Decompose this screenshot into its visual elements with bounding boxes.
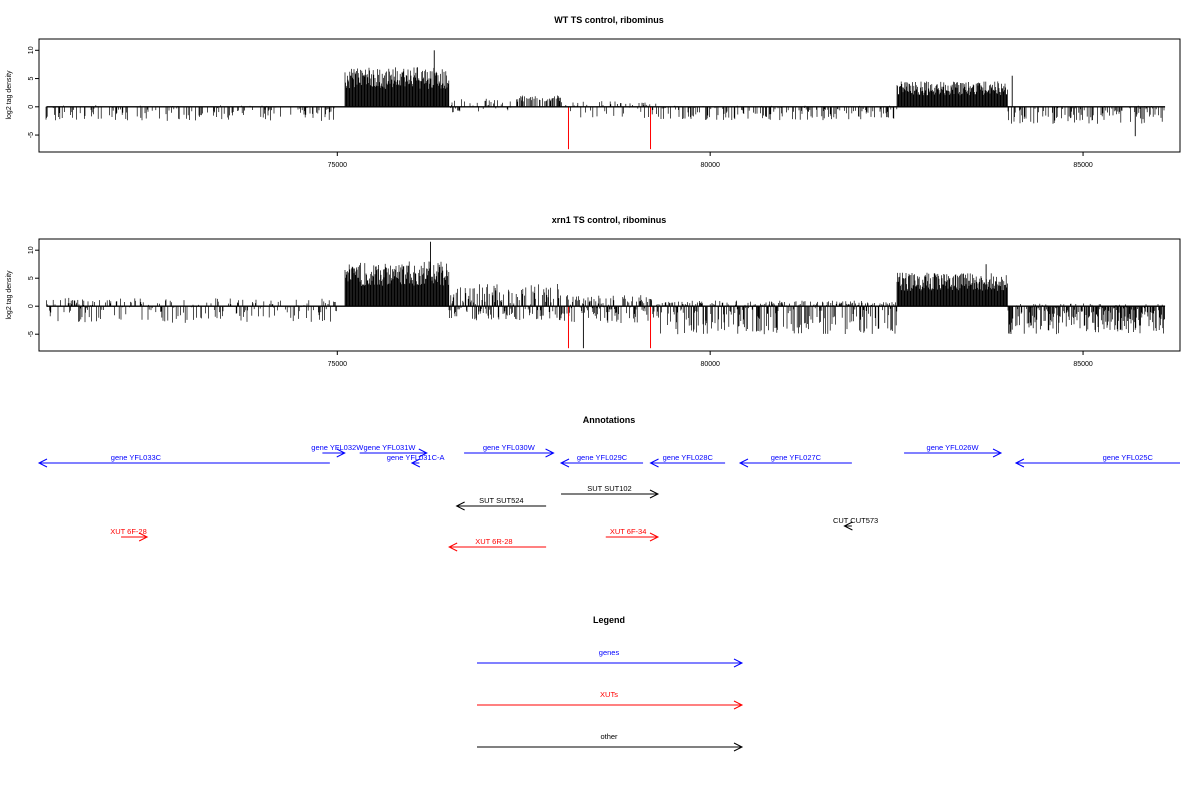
feature-label: gene YFL027C — [771, 453, 822, 462]
annotation-feature: gene YFL032W — [311, 443, 364, 458]
annotation-feature: gene YFL031W — [359, 443, 428, 458]
legend-item-xuts: XUTs — [477, 690, 744, 710]
feature-arrow-head — [649, 489, 660, 499]
wt-track-panel: WT TS control, ribominus log2 tag densit… — [6, 15, 1181, 169]
xrn1-x-axis: 75000 80000 85000 — [328, 351, 1093, 368]
annotation-feature: gene YFL033C — [37, 453, 330, 468]
wt-y-axis-label: log2 tag density — [6, 70, 13, 120]
wt-y-tick-label: -5 — [28, 132, 35, 138]
feature-arrow-head — [138, 532, 149, 542]
feature-arrow-head — [738, 458, 749, 468]
feature-arrow-head — [649, 532, 660, 542]
annotation-feature: SUT SUT524 — [455, 496, 547, 511]
wt-y-tick-label: 5 — [28, 77, 35, 81]
annotation-feature: gene YFL026W — [904, 443, 1003, 458]
legend-label: XUTs — [600, 690, 618, 699]
feature-label: gene YFL026W — [927, 443, 980, 452]
annotation-feature: XUT 6R-28 — [448, 537, 547, 552]
feature-arrow-head — [37, 458, 48, 468]
feature-label: gene YFL029C — [577, 453, 628, 462]
feature-arrow-head — [649, 458, 659, 468]
annotation-feature: gene YFL025C — [1014, 453, 1180, 468]
xrn1-plot-frame — [38, 238, 1181, 352]
feature-label: XUT 6F-28 — [110, 527, 147, 536]
feature-arrow-head — [545, 448, 555, 458]
feature-label: XUT 6F-34 — [610, 527, 647, 536]
feature-label: gene YFL031C-A — [387, 453, 445, 462]
legend-title: Legend — [593, 615, 625, 625]
xrn1-y-tick-label: 5 — [28, 276, 35, 280]
xrn1-x-tick-label: 85000 — [1073, 361, 1093, 368]
xrn1-y-tick-label: 10 — [28, 246, 35, 254]
feature-label: SUT SUT102 — [587, 484, 631, 493]
feature-arrow-head — [448, 542, 458, 552]
legend-item-other: other — [477, 732, 744, 752]
annotation-feature: gene YFL029C — [559, 453, 644, 468]
annotation-feature: gene YFL028C — [649, 453, 726, 468]
annotations-title: Annotations — [583, 415, 636, 425]
legend-arrow-head — [733, 742, 744, 752]
legend-panel: Legend genes XUTs other — [477, 615, 744, 752]
wt-plot-frame — [38, 38, 1181, 153]
xrn1-y-axis: 10 5 0 -5 — [28, 246, 39, 337]
xrn1-y-axis-label: log2 tag density — [6, 270, 13, 320]
annotation-feature: gene YFL031C-A — [387, 453, 445, 468]
feature-label: SUT SUT524 — [479, 496, 523, 505]
wt-density-bars — [45, 50, 1166, 150]
feature-label: gene YFL032W — [311, 443, 364, 452]
xrn1-y-tick-label: 0 — [28, 304, 35, 308]
xrn1-track-title: xrn1 TS control, ribominus — [552, 215, 667, 225]
legend-item-genes: genes — [477, 648, 744, 668]
feature-arrow-head — [559, 458, 570, 468]
wt-y-tick-label: 0 — [28, 105, 35, 109]
feature-label: gene YFL030W — [483, 443, 536, 452]
wt-x-tick-label: 85000 — [1073, 162, 1093, 169]
xrn1-y-tick-label: -5 — [28, 331, 35, 337]
xrn1-track-panel: xrn1 TS control, ribominus log2 tag dens… — [6, 215, 1181, 368]
wt-y-axis: 10 5 0 -5 — [28, 46, 39, 138]
feature-arrow-head — [992, 448, 1003, 458]
feature-label: XUT 6R-28 — [475, 537, 512, 546]
annotation-feature: CUT CUT573 — [833, 516, 878, 531]
legend-label: genes — [599, 648, 620, 657]
annotation-feature: gene YFL027C — [738, 453, 852, 468]
feature-label: gene YFL033C — [111, 453, 162, 462]
xrn1-x-tick-label: 75000 — [328, 361, 348, 368]
legend-arrow-head — [733, 658, 744, 668]
feature-arrow-head — [418, 448, 428, 458]
feature-arrow-head — [843, 521, 853, 531]
legend-label: other — [600, 732, 618, 741]
wt-x-axis: 75000 80000 85000 — [328, 152, 1093, 169]
feature-label: gene YFL025C — [1103, 453, 1154, 462]
xrn1-x-tick-label: 80000 — [700, 361, 720, 368]
annotation-feature: XUT 6F-34 — [605, 527, 660, 542]
wt-x-tick-label: 80000 — [700, 162, 720, 169]
wt-x-tick-label: 75000 — [328, 162, 348, 169]
legend-arrow-head — [733, 700, 744, 710]
legend-items: genes XUTs other — [477, 648, 744, 752]
feature-label: gene YFL031W — [364, 443, 417, 452]
feature-label: CUT CUT573 — [833, 516, 878, 525]
wt-y-tick-label: 10 — [28, 46, 35, 54]
feature-arrow-head — [410, 458, 421, 468]
annotation-feature: SUT SUT102 — [561, 484, 660, 499]
feature-arrow-head — [1014, 458, 1025, 468]
annotation-feature: gene YFL030W — [464, 443, 555, 458]
wt-track-title: WT TS control, ribominus — [554, 15, 664, 25]
feature-label: gene YFL028C — [663, 453, 714, 462]
feature-arrow-head — [455, 501, 465, 511]
feature-arrow-head — [336, 448, 346, 458]
annotation-feature: XUT 6F-28 — [110, 527, 149, 542]
xrn1-density-bars — [46, 241, 1166, 349]
